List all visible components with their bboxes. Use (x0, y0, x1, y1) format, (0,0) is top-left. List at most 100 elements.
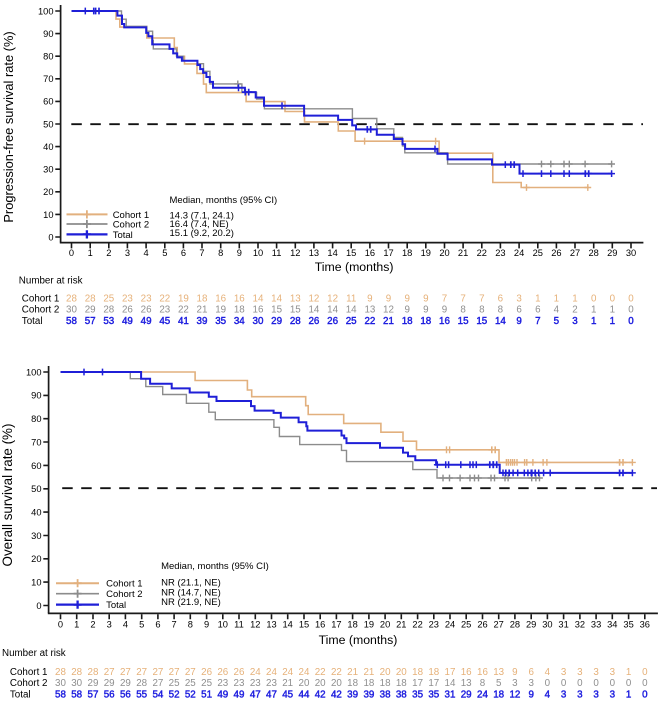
svg-text:9: 9 (367, 293, 372, 304)
svg-text:50: 50 (31, 484, 41, 494)
svg-text:0: 0 (642, 667, 648, 678)
svg-text:10: 10 (253, 248, 263, 258)
svg-text:17: 17 (445, 667, 456, 678)
svg-text:10: 10 (31, 578, 41, 588)
svg-text:23: 23 (159, 305, 170, 316)
svg-text:22: 22 (315, 667, 326, 678)
svg-text:28: 28 (136, 678, 147, 689)
svg-text:15: 15 (346, 248, 356, 258)
svg-text:100: 100 (26, 367, 42, 377)
svg-text:28: 28 (88, 667, 99, 678)
svg-text:Progression-free survival rate: Progression-free survival rate (%) (1, 31, 16, 222)
svg-text:14: 14 (271, 293, 282, 304)
svg-text:13: 13 (461, 678, 472, 689)
svg-text:16: 16 (215, 293, 226, 304)
svg-text:21: 21 (282, 678, 293, 689)
svg-text:100: 100 (38, 6, 54, 16)
svg-text:19: 19 (421, 248, 431, 258)
svg-text:9: 9 (512, 667, 517, 678)
svg-text:25: 25 (201, 678, 212, 689)
svg-text:15: 15 (476, 316, 487, 327)
svg-text:18: 18 (363, 678, 374, 689)
svg-text:Total: Total (22, 316, 43, 327)
svg-text:16: 16 (477, 667, 488, 678)
svg-text:25: 25 (346, 316, 357, 327)
svg-text:16: 16 (234, 293, 245, 304)
svg-text:8: 8 (460, 305, 466, 316)
svg-text:17: 17 (412, 678, 423, 689)
svg-text:22: 22 (412, 620, 422, 630)
svg-text:21: 21 (347, 667, 358, 678)
svg-text:45: 45 (282, 690, 293, 701)
svg-text:30: 30 (253, 316, 264, 327)
svg-text:2: 2 (572, 305, 577, 316)
svg-text:28: 28 (85, 293, 96, 304)
svg-text:0: 0 (58, 620, 63, 630)
svg-text:29: 29 (104, 678, 115, 689)
svg-text:19: 19 (364, 620, 374, 630)
svg-text:1: 1 (74, 620, 79, 630)
svg-text:9: 9 (404, 305, 409, 316)
svg-text:12: 12 (250, 620, 260, 630)
svg-text:6: 6 (528, 667, 534, 678)
svg-text:24: 24 (250, 667, 261, 678)
svg-text:23: 23 (217, 678, 228, 689)
svg-text:21: 21 (197, 305, 208, 316)
svg-text:53: 53 (103, 316, 114, 327)
svg-text:1: 1 (626, 667, 631, 678)
svg-text:26: 26 (217, 667, 228, 678)
svg-text:49: 49 (141, 316, 152, 327)
svg-text:26: 26 (122, 305, 133, 316)
svg-text:4: 4 (144, 248, 149, 258)
svg-text:7: 7 (535, 316, 540, 327)
svg-text:3: 3 (593, 690, 599, 701)
svg-text:26: 26 (551, 248, 561, 258)
svg-text:26: 26 (327, 316, 338, 327)
svg-text:9: 9 (404, 293, 409, 304)
svg-text:9: 9 (423, 293, 428, 304)
svg-text:7: 7 (199, 248, 204, 258)
svg-text:1: 1 (535, 293, 540, 304)
svg-text:28: 28 (103, 305, 114, 316)
svg-text:28: 28 (66, 293, 77, 304)
svg-text:51: 51 (201, 690, 212, 701)
svg-text:12: 12 (383, 305, 394, 316)
svg-text:2: 2 (106, 248, 111, 258)
svg-text:27: 27 (104, 667, 115, 678)
svg-text:23: 23 (250, 678, 261, 689)
svg-text:35: 35 (428, 690, 439, 701)
svg-text:11: 11 (272, 248, 282, 258)
svg-text:16: 16 (315, 620, 325, 630)
svg-text:23: 23 (122, 293, 133, 304)
svg-text:Total: Total (106, 600, 126, 611)
svg-text:Overall survival rate (%): Overall survival rate (%) (0, 424, 15, 567)
svg-text:40: 40 (43, 142, 53, 152)
svg-text:26: 26 (234, 667, 245, 678)
svg-text:6: 6 (155, 620, 160, 630)
svg-text:9: 9 (516, 316, 521, 327)
svg-text:20: 20 (31, 554, 41, 564)
svg-text:7: 7 (442, 293, 447, 304)
svg-text:18: 18 (428, 667, 439, 678)
svg-text:27: 27 (570, 248, 580, 258)
svg-text:9: 9 (528, 690, 533, 701)
svg-text:Cohort 1: Cohort 1 (22, 293, 60, 304)
svg-text:13: 13 (493, 667, 504, 678)
svg-text:49: 49 (234, 690, 245, 701)
svg-text:18: 18 (234, 305, 245, 316)
svg-text:35: 35 (215, 316, 226, 327)
svg-text:27: 27 (494, 620, 504, 630)
svg-text:5: 5 (162, 248, 167, 258)
svg-text:30: 30 (66, 305, 77, 316)
svg-text:22: 22 (331, 667, 342, 678)
svg-text:42: 42 (331, 690, 342, 701)
svg-text:52: 52 (169, 690, 180, 701)
svg-text:25: 25 (103, 293, 114, 304)
svg-text:3: 3 (577, 667, 583, 678)
svg-text:Cohort 1: Cohort 1 (113, 210, 149, 221)
svg-text:8: 8 (479, 305, 485, 316)
svg-text:6: 6 (535, 305, 541, 316)
svg-text:29: 29 (120, 678, 131, 689)
svg-text:40: 40 (31, 508, 41, 518)
svg-text:47: 47 (250, 690, 261, 701)
